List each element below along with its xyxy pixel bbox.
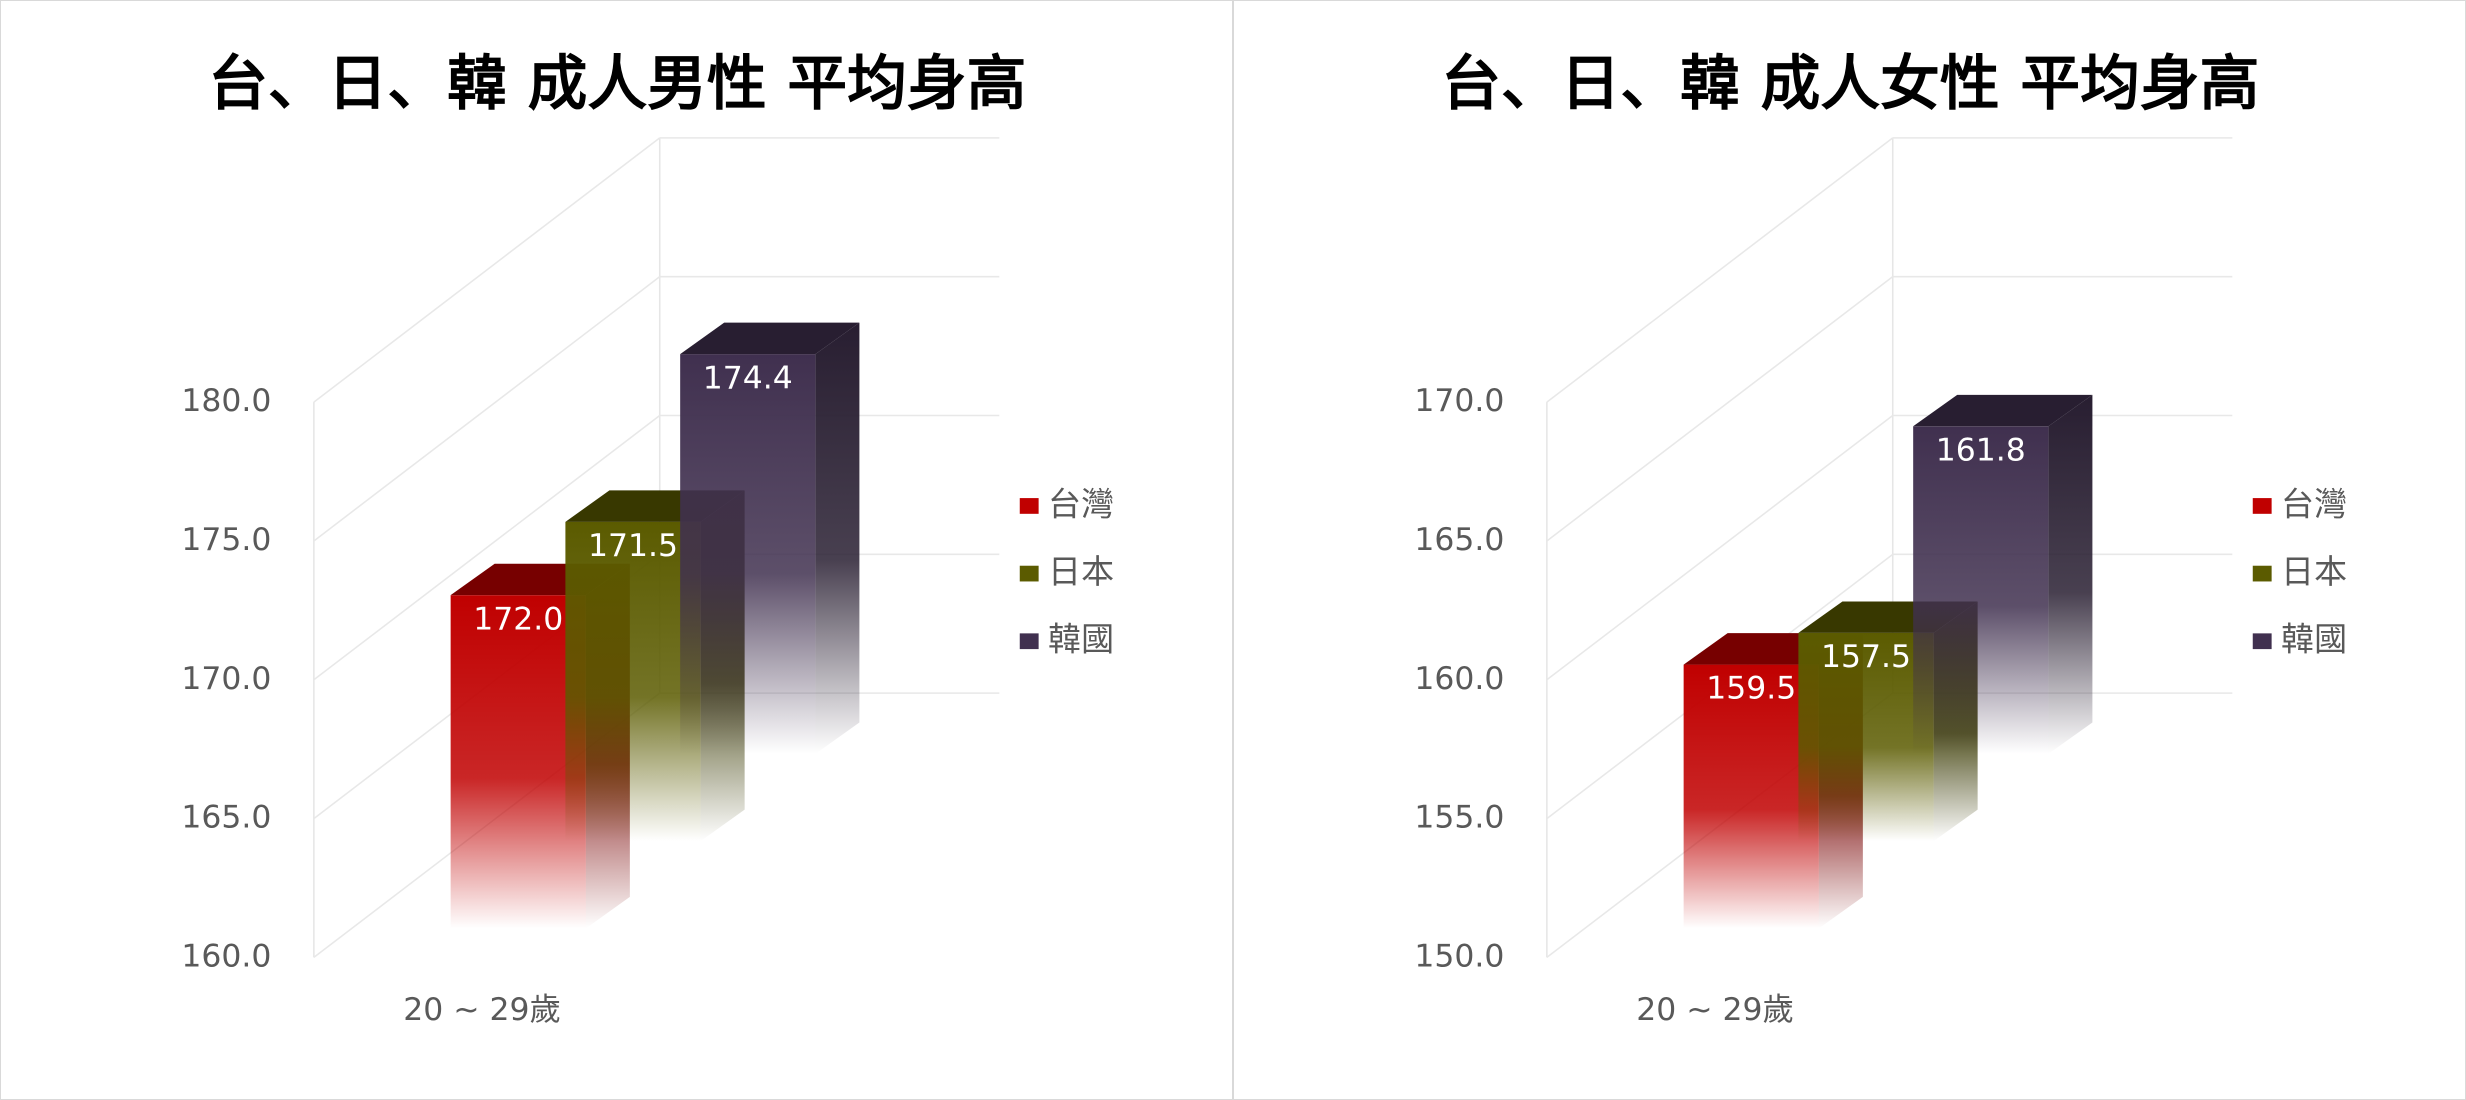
data-label: 161.8	[1936, 432, 2026, 468]
bar-side	[2048, 394, 2093, 754]
chart: 台、日、韓 成人男性 平均身高 160.0 165.0 170.0 175.0 180.0…	[181, 50, 1114, 1028]
legend-swatch	[2252, 565, 2272, 582]
y-tick-label: 155.0	[1414, 800, 1504, 836]
data-label: 174.4	[703, 360, 793, 396]
y-tick-label: 170.0	[181, 661, 271, 697]
legend-label: 韓國	[1048, 620, 1114, 659]
bar-group: 161.8	[1913, 394, 2093, 754]
data-label: 157.5	[1821, 639, 1911, 675]
bar	[1683, 664, 1819, 929]
bar-side	[815, 322, 860, 754]
bar-group: 174.4	[680, 322, 860, 754]
bar	[680, 354, 816, 754]
chart-panel: 台、日、韓 成人男性 平均身高 160.0 165.0 170.0 175.0 180.0…	[0, 0, 1233, 1100]
data-label: 172.0	[473, 601, 563, 637]
legend-label: 日本	[1048, 552, 1114, 591]
bar	[450, 595, 586, 929]
chart: 台、日、韓 成人女性 平均身高 150.0 155.0 160.0 165.0 170.0…	[1414, 50, 2347, 1028]
bar	[1913, 426, 2049, 754]
legend-swatch	[2252, 498, 2272, 514]
grid-line	[1546, 137, 1894, 403]
y-tick-label: 165.0	[1414, 522, 1504, 558]
grid-line	[1546, 414, 1894, 681]
chart-panel: 台、日、韓 成人女性 平均身高 150.0 155.0 160.0 165.0 170.0…	[1233, 0, 2466, 1100]
chart-title: 台、日、韓 成人女性 平均身高	[1441, 50, 2259, 119]
legend-swatch	[1019, 565, 1039, 582]
legend-swatch	[2252, 633, 2272, 650]
bar	[1798, 632, 1934, 842]
y-tick-label: 150.0	[1414, 938, 1504, 974]
legend-label: 台灣	[2281, 484, 2347, 523]
legend-swatch	[1019, 633, 1039, 650]
data-label: 171.5	[588, 528, 678, 564]
y-tick-label: 175.0	[181, 522, 271, 558]
bar-top	[1913, 394, 2093, 427]
grid-line	[1546, 276, 1894, 542]
bar	[565, 521, 701, 842]
legend-label: 台灣	[1048, 484, 1114, 523]
legend-label: 韓國	[2281, 620, 2347, 659]
x-tick-label: 20 ~ 29歲	[403, 992, 561, 1028]
y-tick-label: 180.0	[181, 383, 271, 419]
y-tick-label: 160.0	[1414, 661, 1504, 697]
data-label: 159.5	[1706, 671, 1796, 707]
y-tick-label: 160.0	[181, 938, 271, 974]
grid-line	[313, 414, 661, 681]
grid-line	[313, 276, 661, 542]
y-tick-label: 165.0	[181, 800, 271, 836]
chart-title: 台、日、韓 成人男性 平均身高	[208, 50, 1026, 119]
legend-label: 日本	[2281, 552, 2347, 591]
y-tick-label: 170.0	[1414, 383, 1504, 419]
grid-line	[313, 137, 661, 403]
x-tick-label: 20 ~ 29歲	[1636, 992, 1794, 1028]
bar-top	[680, 322, 860, 355]
legend-swatch	[1019, 498, 1039, 514]
